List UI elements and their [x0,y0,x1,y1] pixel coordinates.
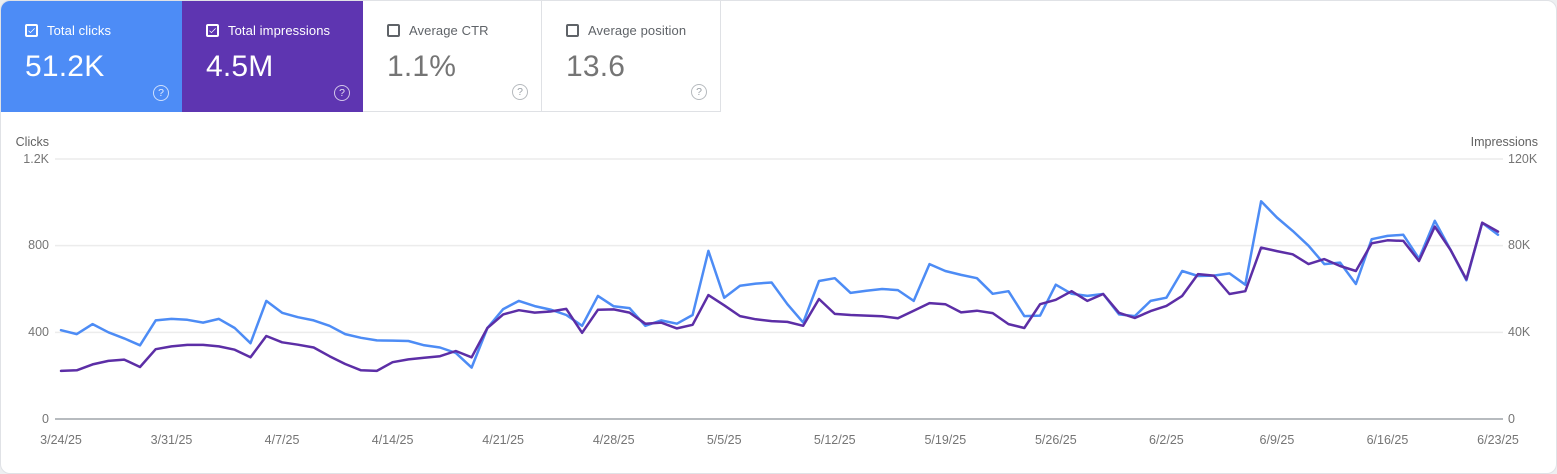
left-axis-tick: 1.2K [23,151,49,166]
clicks-line [59,200,1500,369]
card-total-impressions[interactable]: Total impressions 4.5M ? [182,1,363,112]
x-tick-label: 4/28/25 [592,433,635,447]
x-tick-label: 5/12/25 [813,433,856,447]
card-label: Total clicks [47,23,112,38]
impressions-line [59,221,1500,373]
x-tick-label: 6/23/25 [1477,433,1519,447]
checkmark-icon [209,28,216,34]
card-value: 51.2K [25,50,105,83]
left-axis-title: Clicks [15,135,49,149]
total-clicks-checkbox[interactable] [25,24,38,37]
card-label: Total impressions [228,23,331,38]
total-impressions-checkbox[interactable] [206,24,219,37]
right-axis-tick: 40K [1508,324,1531,339]
card-value: 13.6 [566,50,626,83]
x-axis-labels: 3/24/25 3/31/25 4/7/25 4/14/25 4/21/25 4/28/2… [1,433,1556,449]
x-tick-label: 5/26/25 [1034,433,1077,447]
right-axis-title: Impressions [1470,135,1538,149]
card-average-position[interactable]: Average position 13.6 ? [542,1,721,112]
card-header: Total clicks [25,23,182,38]
x-tick-label: 3/31/25 [150,433,193,447]
help-icon[interactable]: ? [512,84,528,100]
x-tick-label: 4/14/25 [371,433,414,447]
right-axis-tick: 120K [1508,151,1538,166]
x-tick-label: 3/24/25 [40,433,82,447]
left-axis-tick: 0 [42,411,49,426]
card-value: 4.5M [206,50,274,83]
card-header: Total impressions [206,23,363,38]
x-tick-label: 6/2/25 [1148,433,1184,447]
card-average-ctr[interactable]: Average CTR 1.1% ? [363,1,542,112]
left-axis-tick: 400 [28,324,49,339]
help-icon[interactable]: ? [691,84,707,100]
help-icon[interactable]: ? [153,85,169,101]
x-tick-label: 6/9/25 [1259,433,1295,447]
average-ctr-checkbox[interactable] [387,24,400,37]
x-tick-label: 5/5/25 [706,433,742,447]
card-label: Average position [588,23,687,38]
checkmark-icon [28,28,35,34]
x-tick-label: 4/21/25 [482,433,524,447]
right-axis-tick: 0 [1508,411,1515,426]
card-value: 1.1% [387,50,457,83]
metric-cards: Total clicks 51.2K ? Total impressions 4… [1,1,721,112]
x-tick-label: 6/16/25 [1366,433,1409,447]
card-total-clicks[interactable]: Total clicks 51.2K ? [1,1,182,112]
x-tick-label: 4/7/25 [264,433,300,447]
card-header: Average position [566,23,720,38]
average-position-checkbox[interactable] [566,24,579,37]
card-label: Average CTR [409,23,489,38]
x-tick-label: 5/19/25 [924,433,967,447]
help-icon[interactable]: ? [334,85,350,101]
left-axis-tick: 800 [28,238,49,253]
right-axis-tick: 80K [1508,238,1531,253]
card-header: Average CTR [387,23,541,38]
